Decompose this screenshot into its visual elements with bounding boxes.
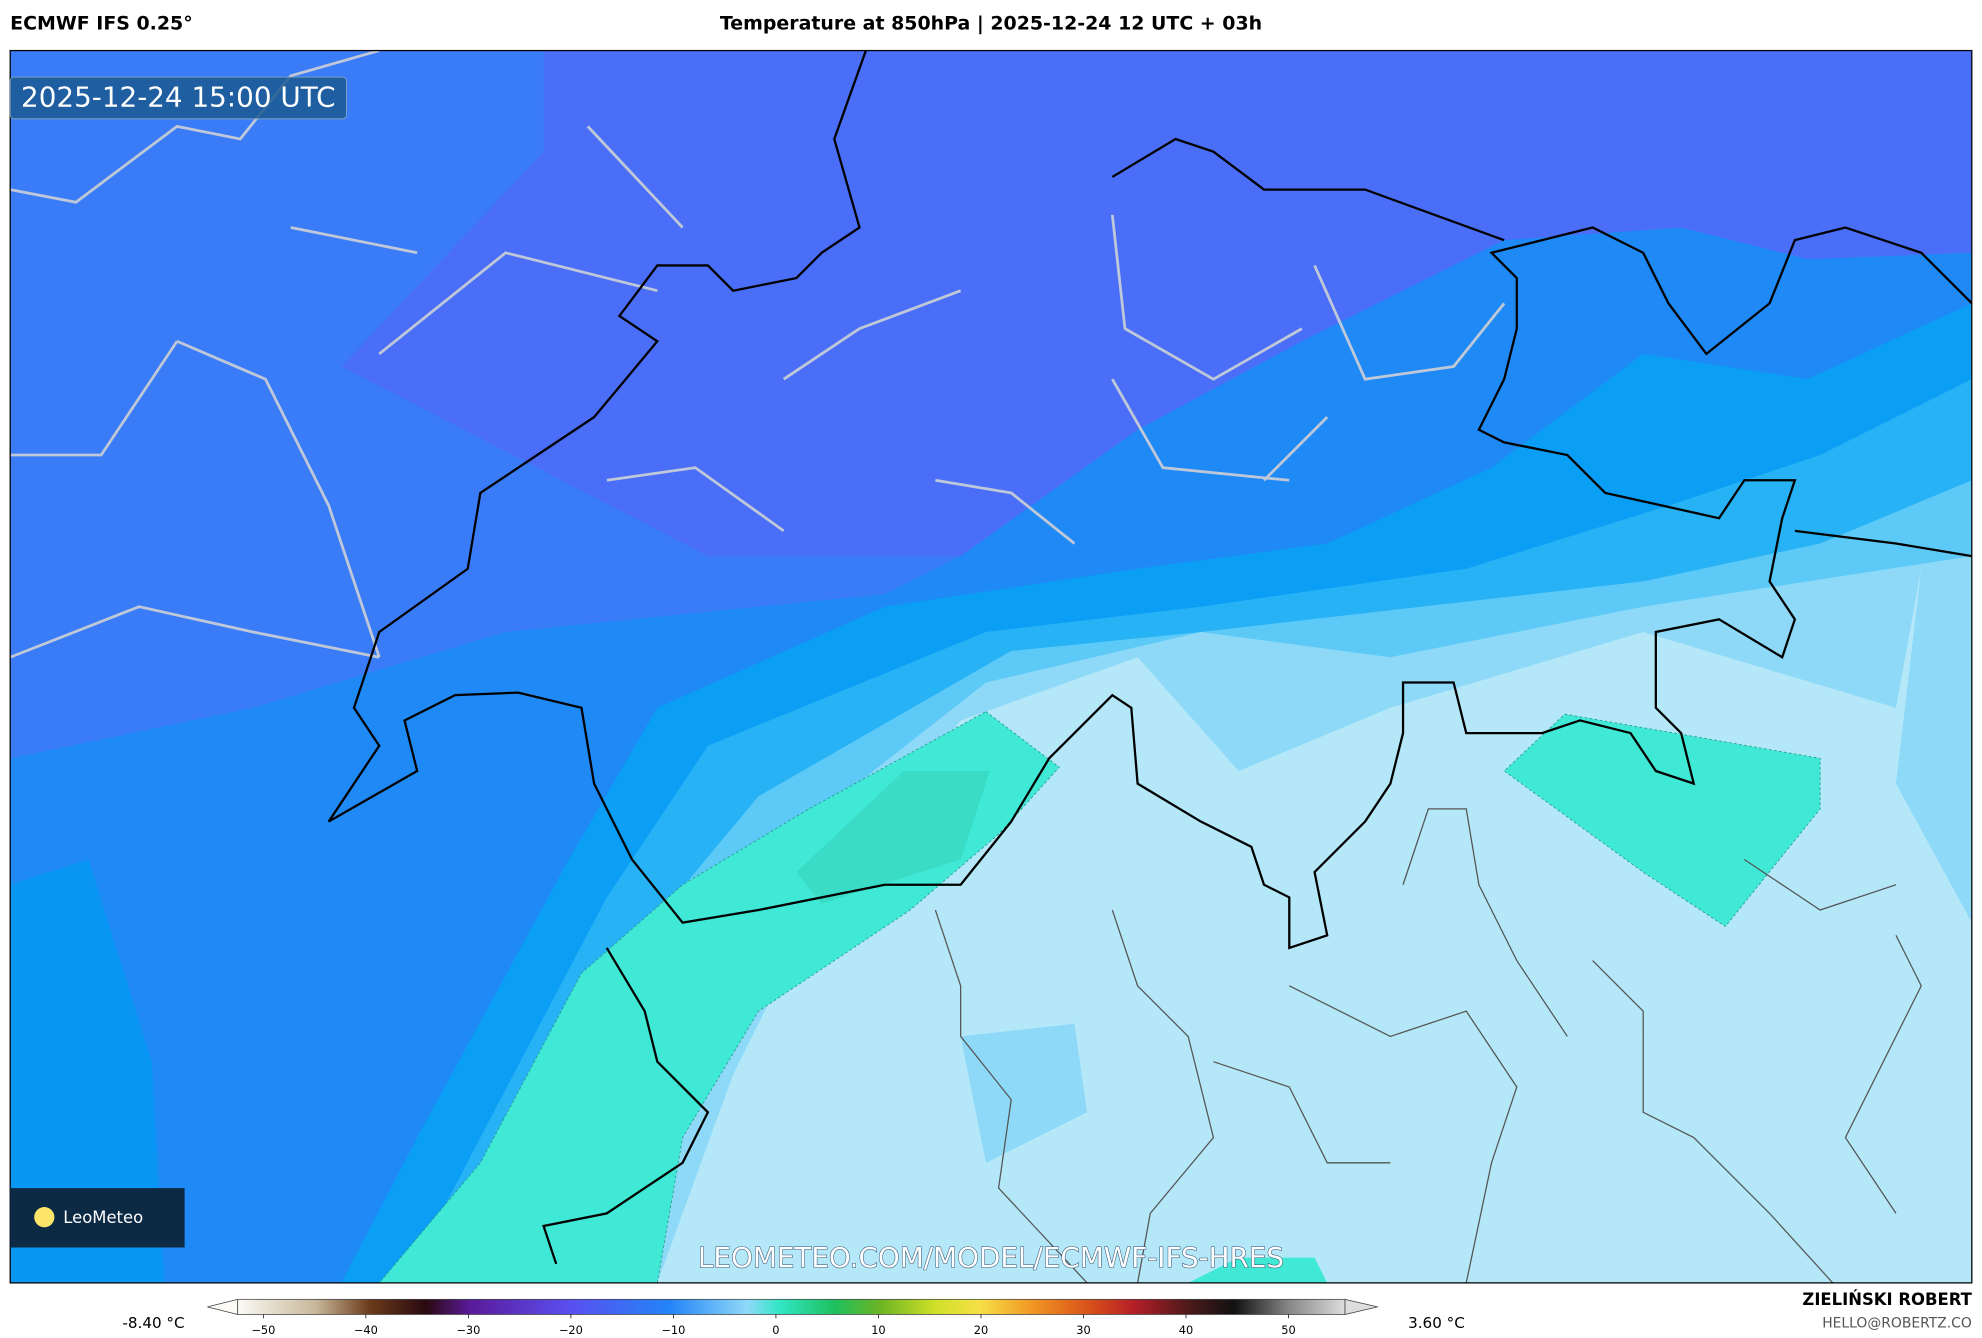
model-name: ECMWF IFS 0.25°	[10, 13, 193, 35]
band	[1503, 713, 1821, 928]
colorbar-bar	[237, 1298, 1346, 1315]
colorbar-tick-label: 0	[772, 1323, 779, 1337]
logo-sun	[34, 1207, 55, 1228]
colorbar-tick-label: 50	[1281, 1323, 1295, 1337]
colorbar-tick-label: −40	[354, 1323, 378, 1337]
band	[796, 770, 990, 904]
colorbar-tick-label: 10	[871, 1323, 885, 1337]
colorbar-tick-label: −30	[456, 1323, 480, 1337]
timestamp-box	[9, 76, 347, 120]
logo-text: LeoMeteo	[63, 1208, 143, 1227]
colorbar-tick-label: 30	[1076, 1323, 1090, 1337]
colorbar-tick-label: −50	[251, 1323, 275, 1337]
contact: HELLO@ROBERTZ.CO	[1822, 1315, 1972, 1331]
min-label: -8.40 °C	[122, 1314, 184, 1332]
timestamp: 2025-12-24 15:00 UTC	[21, 81, 335, 114]
colorbar-end	[207, 1298, 239, 1315]
band	[960, 1023, 1088, 1163]
colorbar: −50 −40 −30 −20 −10 0 10 20 30 40 50	[207, 1298, 1378, 1337]
map-title: Temperature at 850hPa | 2025-12-24 12 UT…	[720, 13, 1262, 35]
watermark: LEOMETEO.COM/MODEL/ECMWF-IFS-HRES	[698, 1241, 1284, 1274]
colorbar-tick-label: 40	[1179, 1323, 1193, 1337]
colorbar-tick-label: −10	[661, 1323, 685, 1337]
map-frame	[9, 49, 1973, 1284]
colorbar-end	[1344, 1298, 1378, 1315]
band	[10, 859, 165, 1283]
max-label: 3.60 °C	[1408, 1314, 1465, 1332]
colorbar-tick-label: −20	[559, 1323, 583, 1337]
border	[327, 50, 1972, 1265]
band	[1188, 1257, 1328, 1283]
border	[10, 50, 1506, 659]
author: ZIELIŃSKI ROBERT	[1802, 1290, 1972, 1309]
map	[10, 50, 1972, 1283]
colorbar-tick-label: 20	[974, 1323, 988, 1337]
band	[10, 50, 961, 759]
band	[341, 50, 1972, 557]
